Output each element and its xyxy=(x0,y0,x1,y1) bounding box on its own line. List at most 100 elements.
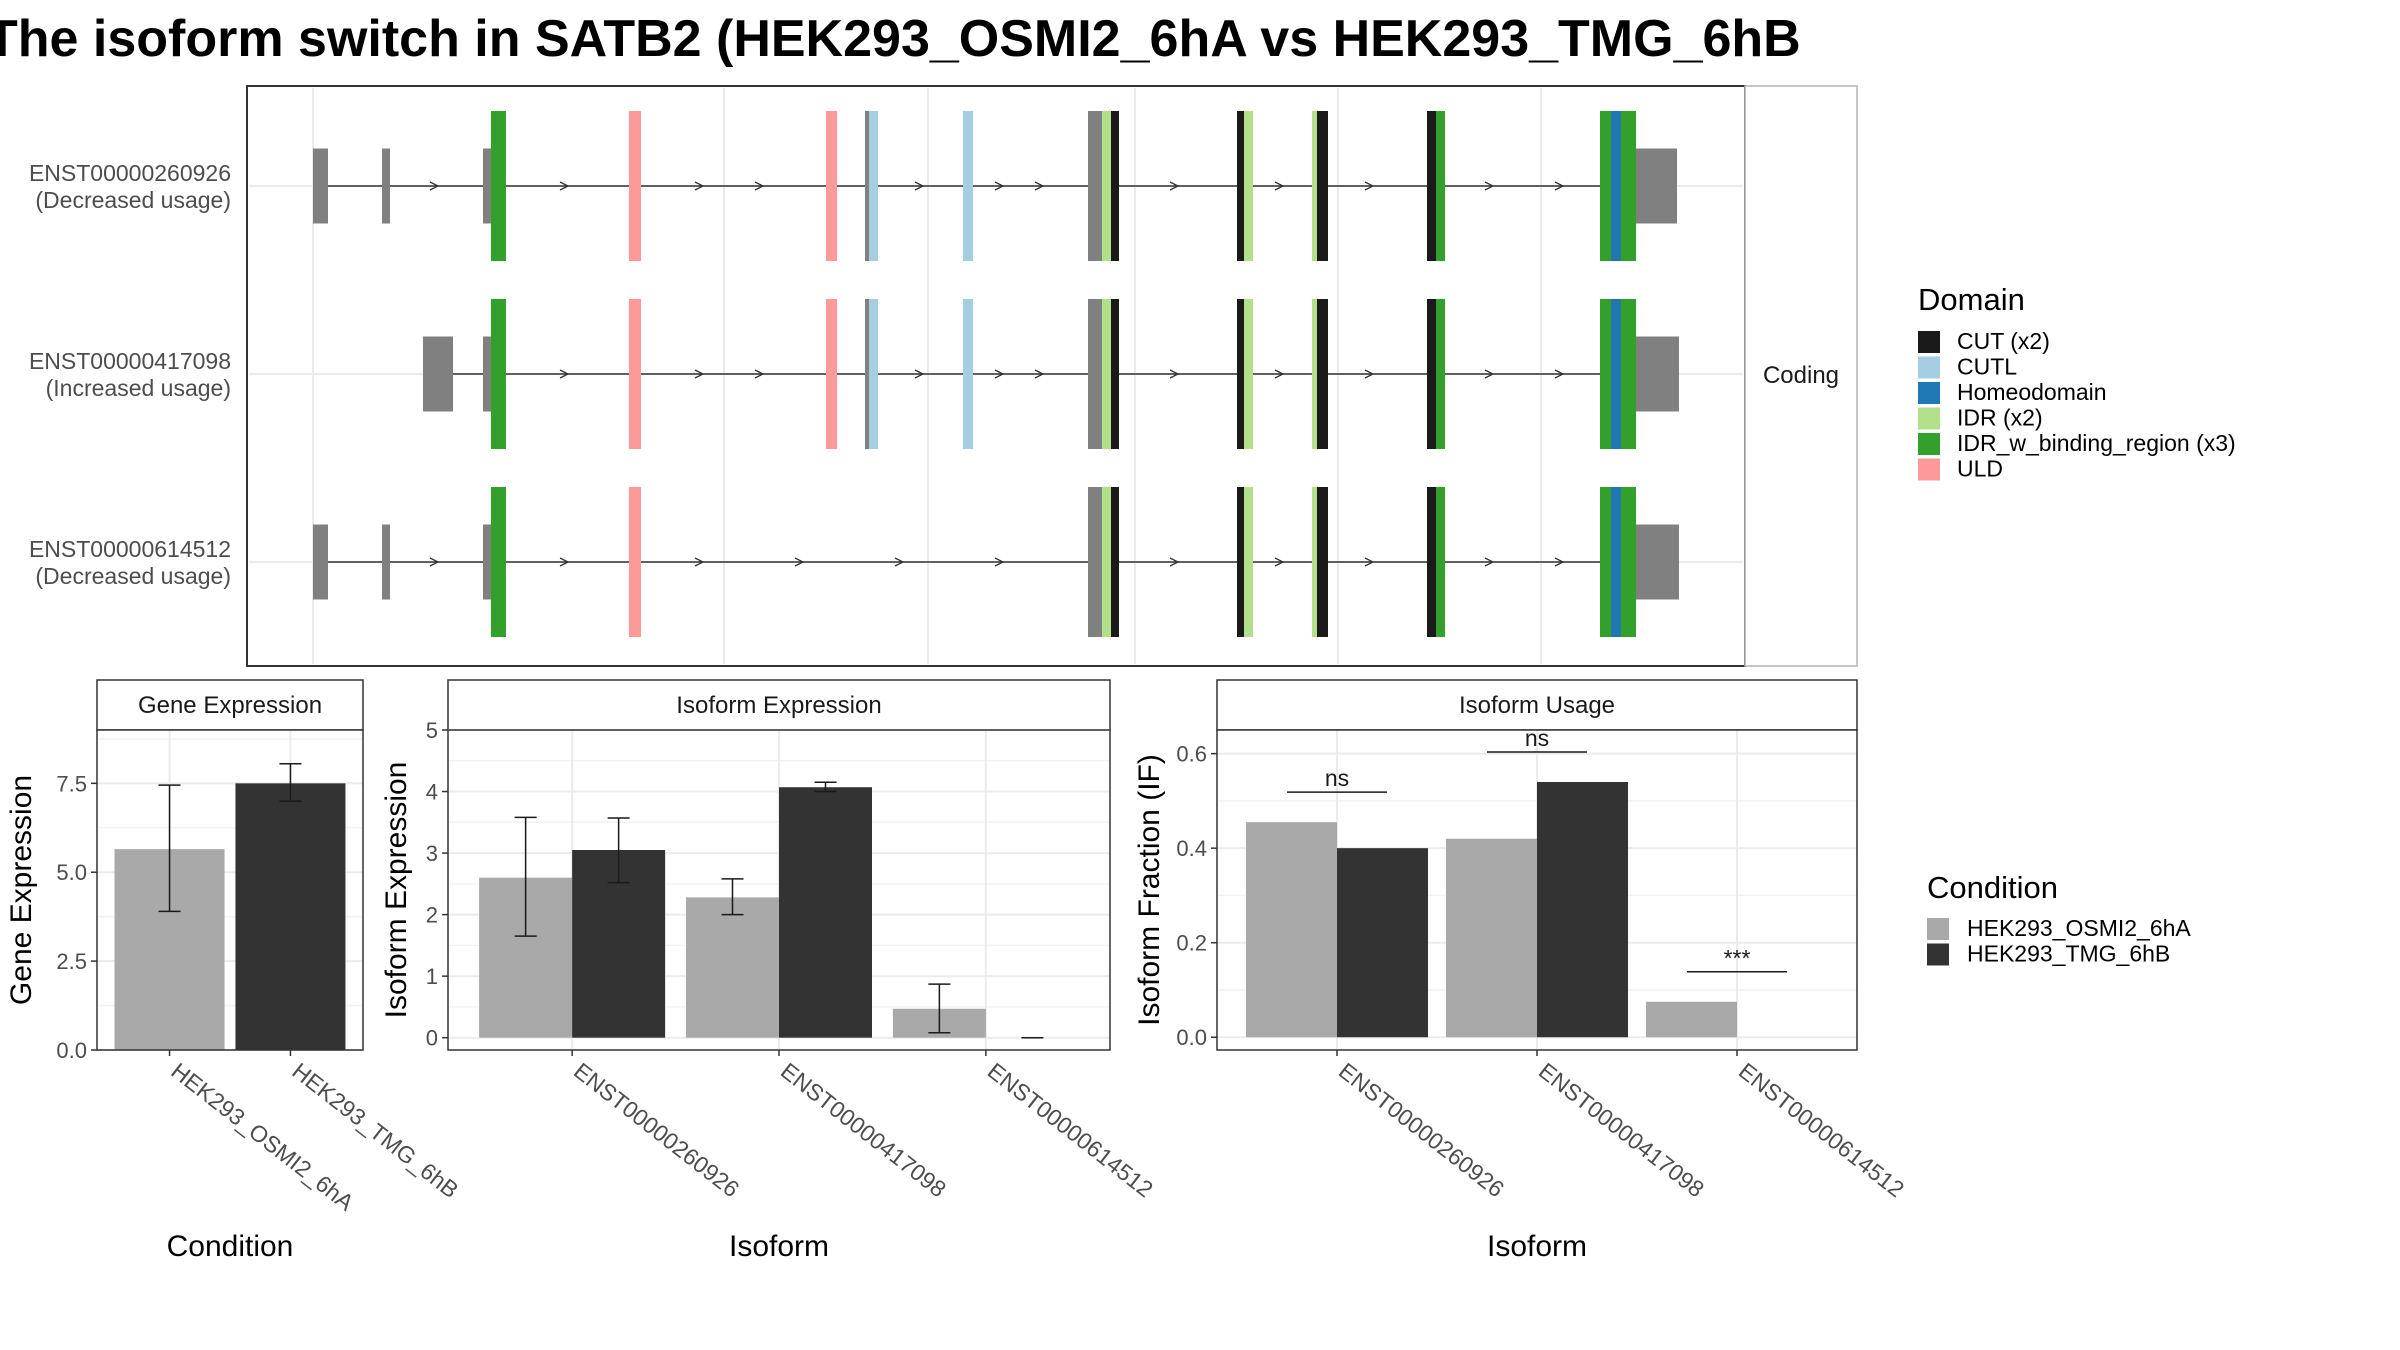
exon-segment xyxy=(1635,148,1677,224)
isoform-track xyxy=(423,299,1679,449)
exon-segment xyxy=(1244,111,1253,261)
significance-label: ns xyxy=(1525,725,1549,751)
strand-arrow xyxy=(559,181,570,191)
panel-title: Isoform Expression xyxy=(676,692,881,719)
exon-segment xyxy=(483,148,492,224)
bar xyxy=(1246,822,1337,1038)
exon-segment xyxy=(1317,487,1328,637)
y-tick-label: 0.4 xyxy=(1176,836,1207,861)
x-tick-label: ENST00000260926 xyxy=(1334,1057,1509,1202)
exon-segment xyxy=(423,336,453,412)
exon-segment xyxy=(1088,487,1103,637)
exon-segment xyxy=(1244,487,1253,637)
strand-arrow xyxy=(429,181,440,191)
strand-arrow xyxy=(1169,181,1180,191)
domain-legend-key xyxy=(1918,407,1940,430)
domain-legend-label: ULD xyxy=(1957,456,2003,482)
x-axis-title: Isoform xyxy=(1487,1230,1587,1263)
strand-arrow xyxy=(1364,369,1375,379)
exon-segment xyxy=(629,487,641,637)
strand-arrow xyxy=(1484,557,1495,567)
exon-segment xyxy=(1312,487,1318,637)
bar xyxy=(1337,848,1428,1038)
domain-legend-label: CUTL xyxy=(1957,354,2017,380)
error-bar xyxy=(928,983,951,1034)
y-tick-label: 2.5 xyxy=(56,949,87,974)
strand-arrow xyxy=(1484,369,1495,379)
bar xyxy=(1446,838,1537,1038)
y-tick-label: 5 xyxy=(426,718,438,743)
exon-segment xyxy=(1237,487,1245,637)
exon-segment xyxy=(1611,487,1622,637)
exon-segment xyxy=(1436,111,1445,261)
error-bar xyxy=(607,817,630,884)
exon-segment xyxy=(1317,299,1328,449)
strand-arrow xyxy=(1034,181,1045,191)
strand-arrow xyxy=(994,557,1005,567)
strand-arrow xyxy=(1554,181,1565,191)
exon-segment xyxy=(382,524,390,600)
strand-arrow xyxy=(894,557,905,567)
exon-segment xyxy=(382,148,390,224)
exon-segment xyxy=(1621,487,1636,637)
strand-arrow xyxy=(1169,369,1180,379)
isoform-usage-label: (Decreased usage) xyxy=(35,563,231,589)
exon-segment xyxy=(1312,299,1318,449)
condition-legend-key xyxy=(1927,943,1949,966)
strand-arrow xyxy=(694,181,705,191)
exon-segment xyxy=(1102,111,1112,261)
exon-segment xyxy=(1111,487,1119,637)
isoform-usage-panel: Isoform Usage 0.0 0.2 0.4 0.6 ns ns *** ENST0000… xyxy=(1133,679,1909,1263)
isoform-id-label: ENST00000614512 xyxy=(29,536,231,562)
exon-segment xyxy=(629,111,641,261)
domain-legend-label: IDR_w_binding_region (x3) xyxy=(1957,430,2236,456)
y-tick-label: 0.0 xyxy=(56,1038,87,1063)
strand-arrow xyxy=(994,369,1005,379)
y-tick-label: 0.2 xyxy=(1176,931,1207,956)
strand-arrow xyxy=(1364,557,1375,567)
bar xyxy=(686,897,779,1038)
y-axis-title: Isoform Fraction (IF) xyxy=(1133,754,1166,1026)
panel-strip xyxy=(96,679,364,731)
exon-segment xyxy=(826,299,837,449)
y-tick-label: 0.0 xyxy=(1176,1025,1207,1050)
exon-segment xyxy=(826,111,837,261)
strip-label: Coding xyxy=(1763,362,1839,389)
strand-arrow xyxy=(754,369,765,379)
exon-segment xyxy=(1427,299,1437,449)
strand-arrow xyxy=(1034,369,1045,379)
panel-title: Isoform Usage xyxy=(1459,692,1615,719)
error-bar xyxy=(514,816,537,937)
domain-legend-label: CUT (x2) xyxy=(1957,328,2050,354)
exon-segment xyxy=(1244,299,1253,449)
exon-segment xyxy=(1621,111,1636,261)
strand-arrow xyxy=(1364,181,1375,191)
strand-arrow xyxy=(694,557,705,567)
panel-title: Gene Expression xyxy=(138,692,322,719)
exon-segment xyxy=(1427,487,1437,637)
x-tick-label: ENST00000614512 xyxy=(983,1057,1158,1202)
strip-background xyxy=(1744,85,1858,667)
strand-arrow xyxy=(1274,181,1285,191)
y-tick-label: 1 xyxy=(426,964,438,989)
strand-arrow xyxy=(1554,557,1565,567)
exon-segment xyxy=(1102,487,1112,637)
condition-legend-title: Condition xyxy=(1927,870,2058,905)
panel-strip xyxy=(1216,679,1858,731)
isoform-track xyxy=(313,111,1677,261)
x-axis-title: Condition xyxy=(167,1230,294,1263)
y-tick-label: 3 xyxy=(426,841,438,866)
x-axis-title: Isoform xyxy=(729,1230,829,1263)
figure-title: The isoform switch in SATB2 (HEK293_OSMI… xyxy=(0,10,1801,68)
y-tick-label: 7.5 xyxy=(56,771,87,796)
exon-segment xyxy=(629,299,641,449)
domain-legend-label: Homeodomain xyxy=(1957,379,2107,405)
isoform-id-label: ENST00000417098 xyxy=(29,348,231,374)
exon-segment xyxy=(1436,487,1445,637)
y-axis-title: Gene Expression xyxy=(5,775,38,1005)
x-tick-label: ENST00000614512 xyxy=(1734,1057,1909,1202)
y-tick-label: 5.0 xyxy=(56,860,87,885)
exon-segment xyxy=(1088,299,1103,449)
